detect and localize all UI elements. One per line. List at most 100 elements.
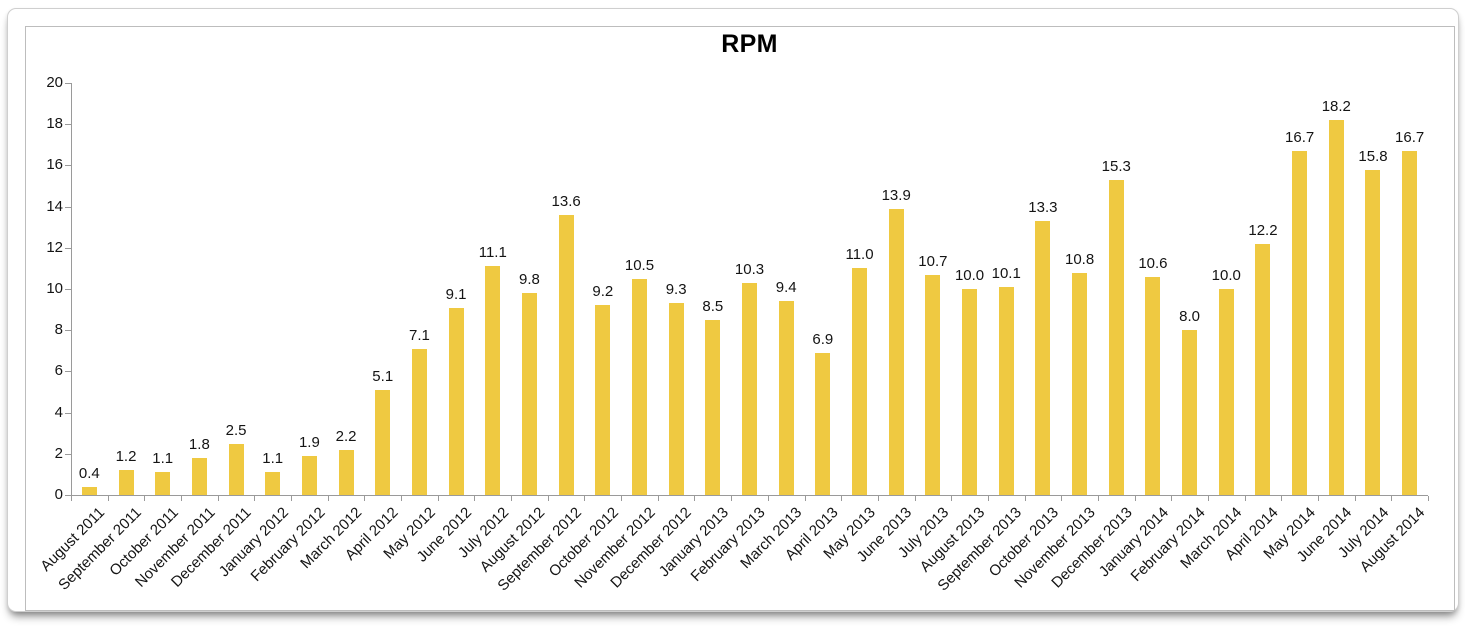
y-axis-line bbox=[71, 83, 72, 495]
y-tick bbox=[65, 371, 71, 373]
y-axis-label: 0 bbox=[54, 486, 63, 503]
bar bbox=[888, 208, 904, 495]
x-tick bbox=[217, 496, 219, 501]
bar-value-label: 6.9 bbox=[812, 330, 834, 348]
bar bbox=[815, 352, 831, 495]
x-tick bbox=[327, 496, 329, 501]
y-axis-label: 18 bbox=[46, 115, 63, 133]
y-axis-label: 2 bbox=[54, 444, 63, 462]
x-tick bbox=[437, 496, 439, 501]
bar bbox=[191, 457, 207, 495]
bar-value-label: 9.2 bbox=[592, 283, 614, 301]
bar bbox=[1218, 289, 1234, 495]
bar-value-label: 13.9 bbox=[881, 186, 911, 204]
x-tick bbox=[181, 496, 183, 501]
bar-value-label: 16.7 bbox=[1395, 128, 1425, 146]
x-tick bbox=[951, 496, 953, 501]
bar-value-label: 9.3 bbox=[665, 281, 687, 299]
bar-value-label: 8.0 bbox=[1179, 308, 1201, 326]
x-tick bbox=[1134, 496, 1136, 501]
bar bbox=[1182, 330, 1198, 495]
bar bbox=[1108, 179, 1124, 495]
bar bbox=[705, 319, 721, 495]
bar bbox=[925, 274, 941, 495]
bar bbox=[1145, 276, 1161, 495]
y-axis-label: 14 bbox=[46, 197, 63, 215]
bar bbox=[1365, 169, 1381, 495]
x-tick bbox=[767, 496, 769, 501]
chart-card bbox=[7, 8, 1459, 612]
chart-title: RPM bbox=[721, 30, 778, 58]
y-axis-label: 6 bbox=[54, 362, 63, 380]
x-tick bbox=[804, 496, 806, 501]
y-tick bbox=[65, 165, 71, 167]
x-tick bbox=[1244, 496, 1246, 501]
bar bbox=[962, 289, 978, 495]
y-tick bbox=[65, 289, 71, 290]
x-tick bbox=[1281, 496, 1283, 501]
y-axis-label: 16 bbox=[46, 156, 63, 174]
bar bbox=[1035, 221, 1051, 495]
y-axis-label: 4 bbox=[54, 403, 63, 421]
x-tick bbox=[731, 496, 733, 501]
bar bbox=[521, 293, 537, 495]
bar bbox=[81, 486, 97, 495]
bar bbox=[228, 443, 244, 495]
x-tick bbox=[1428, 496, 1429, 501]
bar-value-label: 1.2 bbox=[115, 448, 137, 466]
x-tick bbox=[474, 496, 476, 501]
x-tick bbox=[1097, 496, 1099, 501]
bar-value-label: 10.6 bbox=[1138, 254, 1168, 272]
bar-value-label: 12.2 bbox=[1248, 221, 1278, 239]
bar bbox=[375, 389, 391, 495]
chart-frame bbox=[25, 26, 1455, 611]
bar-value-label: 1.9 bbox=[298, 433, 320, 451]
bar-value-label: 7.1 bbox=[408, 326, 430, 344]
bar-value-label: 9.1 bbox=[445, 285, 467, 303]
x-tick bbox=[841, 496, 843, 501]
bar-value-label: 18.2 bbox=[1321, 98, 1351, 116]
x-tick bbox=[254, 496, 256, 501]
bar bbox=[668, 303, 684, 495]
bar-value-label: 1.1 bbox=[262, 450, 284, 468]
y-tick bbox=[65, 453, 71, 455]
y-axis-label: 10 bbox=[46, 280, 63, 297]
bar-value-label: 0.4 bbox=[78, 464, 100, 482]
bar-value-label: 15.3 bbox=[1101, 157, 1131, 175]
x-tick bbox=[1024, 496, 1026, 501]
bar-value-label: 1.1 bbox=[152, 450, 174, 468]
bar bbox=[118, 470, 134, 495]
bar bbox=[1328, 120, 1344, 495]
y-tick bbox=[65, 206, 71, 208]
x-tick bbox=[987, 496, 989, 501]
bar bbox=[155, 472, 171, 495]
bar-value-label: 13.3 bbox=[1028, 199, 1058, 217]
bar bbox=[448, 307, 464, 495]
x-tick bbox=[107, 496, 109, 501]
y-tick bbox=[65, 83, 71, 84]
bar bbox=[778, 301, 794, 495]
x-tick bbox=[364, 496, 366, 501]
bar-value-label: 8.5 bbox=[702, 297, 724, 315]
bar bbox=[852, 268, 868, 495]
x-tick bbox=[1354, 496, 1356, 501]
bar bbox=[558, 214, 574, 495]
bar-value-label: 1.8 bbox=[188, 435, 210, 453]
x-tick bbox=[657, 496, 659, 501]
y-tick bbox=[65, 124, 71, 126]
y-axis-label: 8 bbox=[54, 321, 63, 339]
bar-value-label: 11.1 bbox=[478, 244, 507, 262]
y-tick bbox=[65, 495, 71, 496]
bar-value-label: 11.0 bbox=[845, 246, 874, 264]
x-tick bbox=[511, 496, 513, 501]
bar-value-label: 2.2 bbox=[335, 427, 357, 445]
bar-value-label: 16.7 bbox=[1285, 128, 1315, 146]
bar bbox=[1072, 272, 1088, 495]
x-tick bbox=[877, 496, 879, 501]
bar bbox=[998, 286, 1014, 495]
bar-value-label: 10.0 bbox=[1211, 267, 1241, 284]
y-axis-label: 12 bbox=[46, 238, 63, 256]
x-tick bbox=[694, 496, 696, 501]
bar-value-label: 5.1 bbox=[372, 367, 394, 385]
y-axis-label: 20 bbox=[46, 74, 63, 91]
